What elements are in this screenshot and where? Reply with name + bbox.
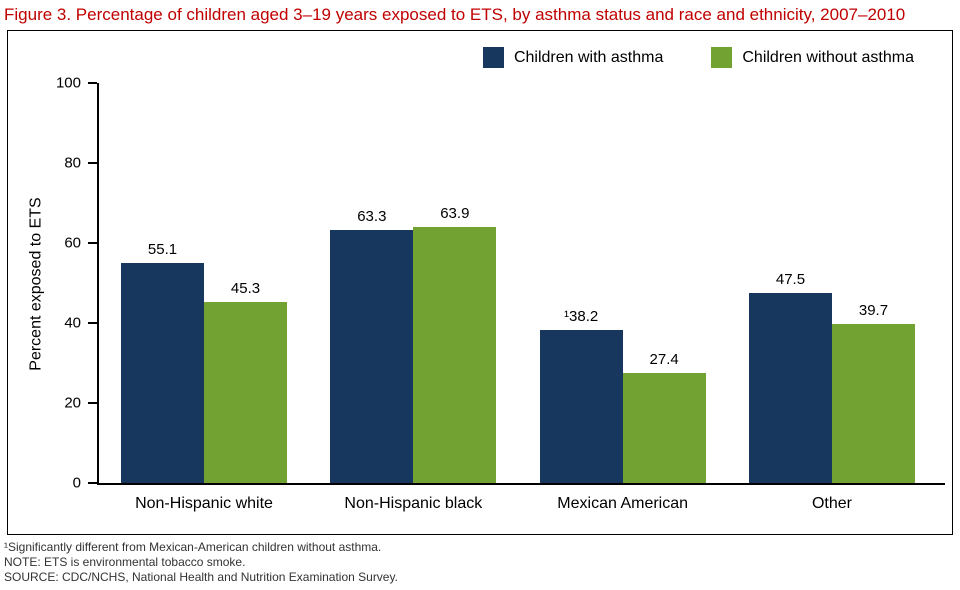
- bar-groups: 55.1 45.3 Non-Hispanic white 63.3 63.9 Non-Hi…: [99, 83, 945, 512]
- bar: [622, 373, 706, 483]
- bar-value-label: 63.3: [357, 207, 387, 225]
- category-label: Other: [811, 495, 852, 512]
- footnotes: ¹Significantly different from Mexican-Am…: [4, 540, 398, 585]
- y-tick: [88, 162, 97, 164]
- y-tick-label: 0: [72, 474, 81, 492]
- y-tick-label: 40: [64, 314, 81, 332]
- category-label: Non-Hispanic white: [135, 495, 273, 512]
- legend-item: Children with asthma: [482, 47, 664, 68]
- legend: Children with asthma Children without ast…: [482, 47, 914, 68]
- category-label: Non-Hispanic black: [344, 495, 483, 512]
- y-tick-label: 20: [64, 394, 81, 412]
- bar-wrap: 45.3: [204, 83, 287, 483]
- legend-label: Children without asthma: [742, 48, 914, 66]
- bar: [204, 301, 287, 483]
- y-tick-label: 60: [64, 234, 81, 252]
- bar-wrap: 55.1: [121, 83, 204, 483]
- y-tick: [88, 482, 97, 484]
- bar-group: 47.5 39.7 Other: [748, 83, 915, 512]
- y-tick-label: 100: [55, 74, 81, 92]
- bar: [539, 330, 623, 483]
- legend-item: Children without asthma: [711, 47, 914, 68]
- legend-swatch: [482, 47, 504, 68]
- bar: [413, 227, 497, 483]
- bar-group: 55.1 45.3 Non-Hispanic white: [121, 83, 287, 512]
- bar: [831, 324, 915, 483]
- legend-swatch: [711, 47, 733, 68]
- bar-wrap: 47.5: [748, 83, 832, 483]
- bar-group: ¹38.2 27.4 Mexican American: [539, 83, 706, 512]
- bar: [121, 262, 204, 483]
- bar-value-label: 27.4: [649, 351, 679, 369]
- bar-value-label: 45.3: [230, 279, 261, 297]
- bar-wrap: 63.3: [330, 83, 414, 483]
- bar-wrap: 39.7: [831, 83, 915, 483]
- bar-wrap: 27.4: [622, 83, 706, 483]
- y-tick: [88, 242, 97, 244]
- bar-group: 63.3 63.9 Non-Hispanic black: [330, 83, 497, 512]
- bar: [748, 293, 832, 483]
- plot-area: 55.1 45.3 Non-Hispanic white 63.3 63.9 Non-Hi…: [56, 76, 945, 512]
- chart-container: Children with asthma Children without ast…: [7, 30, 953, 535]
- bar-value-label: 47.5: [775, 271, 806, 288]
- y-tick: [88, 402, 97, 404]
- bar-wrap: 63.9: [413, 83, 497, 483]
- bar-value-label: 39.7: [858, 302, 889, 320]
- legend-label: Children with asthma: [513, 48, 664, 66]
- y-axis-label-wrap: Percent exposed to ETS: [26, 83, 48, 485]
- bar-value-label: 63.9: [440, 205, 470, 223]
- bar: [330, 229, 414, 483]
- bar-wrap: ¹38.2: [539, 83, 623, 483]
- y-tick-label: 80: [64, 154, 81, 172]
- y-tick: [88, 82, 97, 84]
- category-label: Mexican American: [557, 495, 689, 512]
- bar-value-label: ¹38.2: [564, 308, 599, 326]
- y-tick: [88, 322, 97, 324]
- footnote-significance: ¹Significantly different from Mexican-Am…: [4, 540, 382, 554]
- footnote-source: SOURCE: CDC/NCHS, National Health and Nu…: [4, 570, 398, 584]
- footnote-note: NOTE: ETS is environmental tobacco smoke…: [4, 555, 246, 569]
- y-axis-label: Percent exposed to ETS: [28, 197, 45, 371]
- figure-title: Figure 3. Percentage of children aged 3–…: [4, 5, 906, 24]
- bar-value-label: 55.1: [147, 240, 178, 258]
